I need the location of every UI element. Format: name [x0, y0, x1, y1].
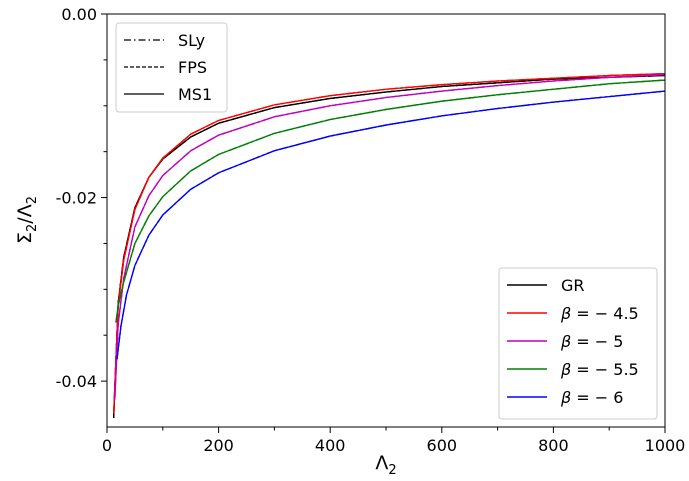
- legend-eos: SLy FPS MS1: [115, 22, 228, 113]
- x-tick-label-5: 1000: [645, 436, 686, 455]
- legend-label-beta-5: β = − 5: [560, 332, 623, 351]
- legend-eos-label-ms1: MS1: [178, 85, 212, 104]
- y-axis-label: Σ2/Λ2: [14, 196, 40, 244]
- series-line-4-eos-2: [116, 90, 665, 360]
- legend-label-gr: GR: [561, 276, 585, 295]
- legend-eos-label-fps: FPS: [178, 58, 207, 77]
- legend-models-frame: [498, 267, 658, 420]
- legend-eos-frame: [115, 22, 228, 113]
- legend-label-beta-6: β = − 6: [560, 388, 623, 407]
- y-tick-label-1: -0.02: [56, 189, 97, 208]
- tick-layer: 0 200 400 600 800 1000 0.00 -0.02 -0.04: [56, 5, 686, 455]
- series-line-4-eos-1: [116, 90, 665, 360]
- x-tick-label-1: 200: [203, 436, 234, 455]
- x-axis-label: Λ2: [375, 452, 396, 478]
- x-tick-label-2: 400: [315, 436, 346, 455]
- series-line-2-eos-2: [114, 73, 665, 400]
- x-tick-label-4: 800: [538, 436, 569, 455]
- legend-eos-label-sly: SLy: [178, 31, 205, 50]
- x-tick-label-3: 600: [427, 436, 458, 455]
- y-tick-label-2: -0.04: [56, 372, 97, 391]
- x-tick-label-0: 0: [102, 436, 112, 455]
- series-layer: [113, 73, 665, 418]
- series-line-1-eos-2: [113, 73, 665, 414]
- y-tick-label-0: 0.00: [61, 5, 97, 24]
- series-line-0-eos-2: [113, 74, 665, 418]
- legend-label-beta-5-5: β = − 5.5: [560, 360, 639, 379]
- legend-models: GR β = − 4.5 β = − 5 β = − 5.5 β = − 6: [498, 267, 658, 420]
- legend-label-beta-4-5: β = − 4.5: [560, 304, 639, 323]
- series-line-3-eos-2: [115, 79, 665, 323]
